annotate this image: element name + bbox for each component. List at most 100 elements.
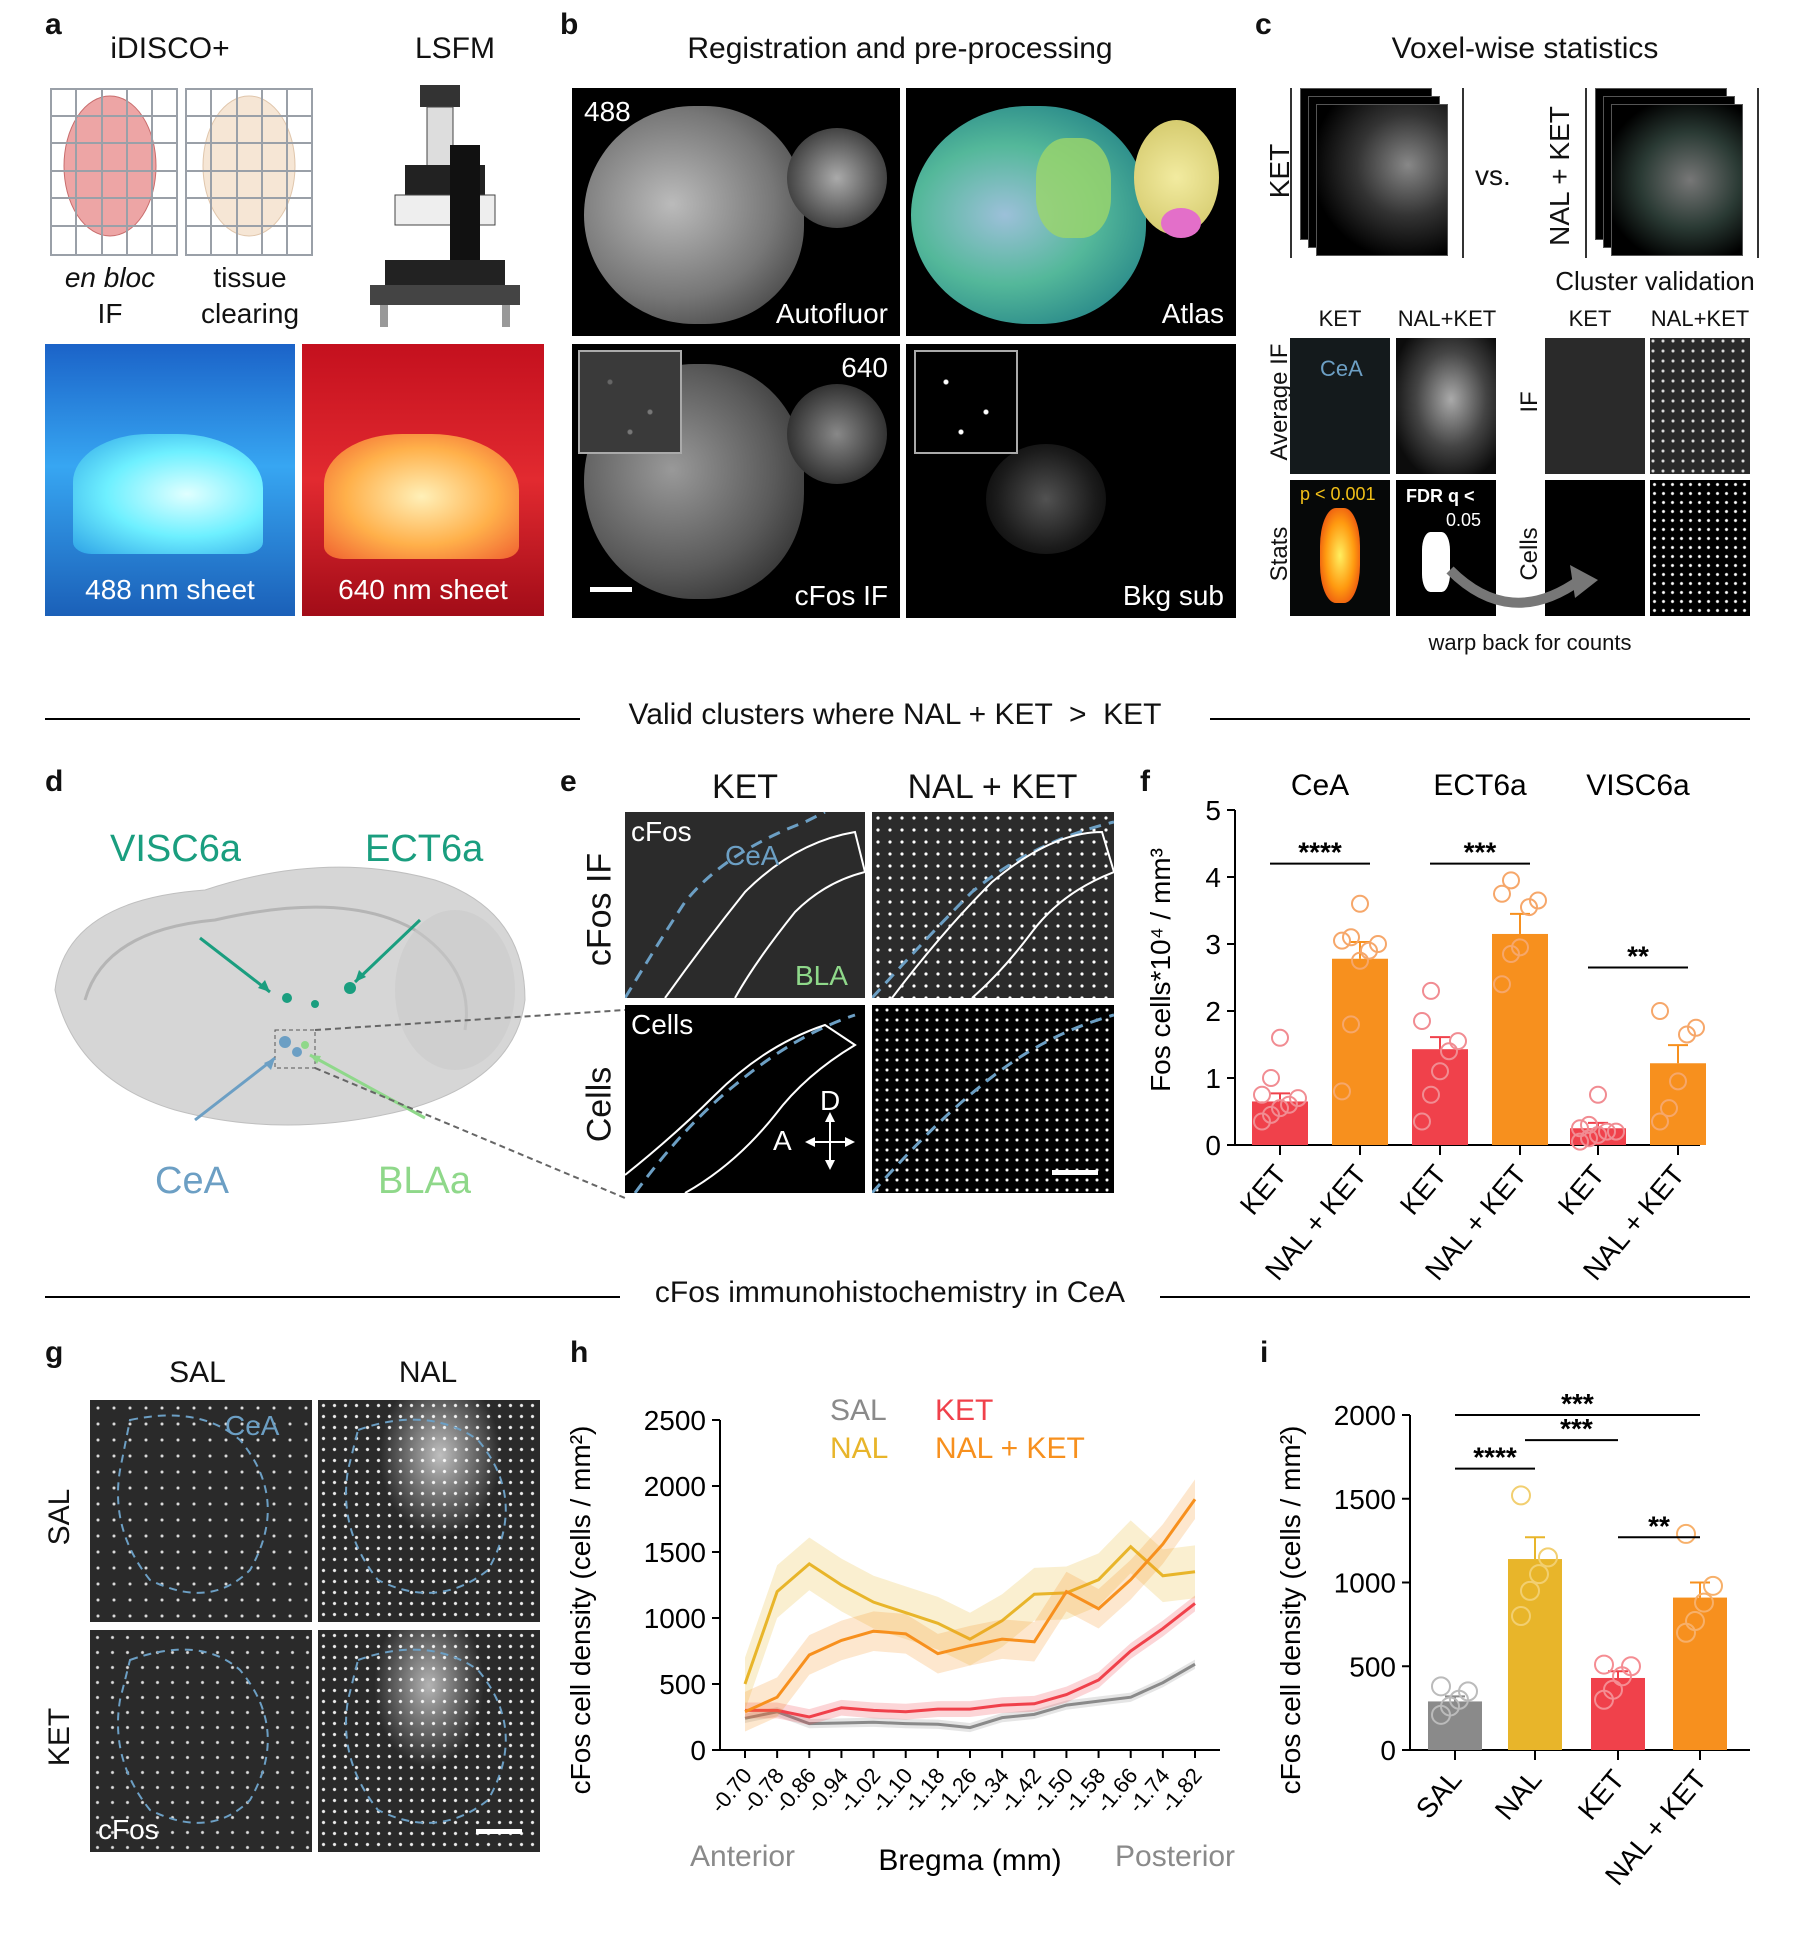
separator-title-2: cFos immunohistochemistry in CeA [620, 1276, 1160, 1310]
i-y-axis-label: cFos cell density (cells / mm²) [1275, 1426, 1306, 1795]
panel-letter-h: h [570, 1336, 589, 1369]
brain-3d-render [54, 866, 526, 1126]
warp-arrow [1446, 565, 1598, 608]
e-cells-ket: Cells D A [625, 1005, 865, 1193]
f-data-point [1440, 1042, 1458, 1061]
image-bkg-sub: Bkg sub [906, 344, 1236, 618]
panel-a-title-right: LSFM [414, 32, 495, 65]
separator-title-1: Valid clusters where NAL + KET > KET [580, 698, 1210, 732]
f-data-point [1511, 938, 1529, 957]
scale-bar [476, 1829, 522, 1834]
f-data-point [1651, 1002, 1669, 1020]
h-y-tick-label: 1500 [644, 1537, 706, 1568]
h-series-line [744, 1498, 1197, 1714]
f-y-tick-label: 0 [1205, 1130, 1221, 1161]
h-posterior-label: Posterior [1115, 1840, 1236, 1873]
panel-letter-b: b [560, 8, 579, 41]
f-data-point [1520, 898, 1538, 917]
f-group-label: ECT6a [1433, 770, 1527, 802]
panel-c-title: Voxel-wise statistics [1391, 32, 1659, 65]
f-significance-stars: **** [1298, 837, 1342, 868]
panel-letter-a: a [45, 8, 62, 41]
tissue-clearing-grid-diagram [185, 88, 313, 256]
h-anterior-label: Anterior [690, 1840, 796, 1873]
f-bar [1332, 958, 1388, 1145]
d-label-ect6a: ECT6a [365, 828, 484, 870]
i-data-point [1431, 1676, 1451, 1697]
f-data-point [1502, 945, 1520, 964]
f-data-point [1413, 1012, 1431, 1031]
c-cells-nalket [1650, 480, 1750, 616]
panel-letter-f: f [1140, 765, 1150, 798]
e-cells-label: Cells [631, 1009, 694, 1040]
c-cluster-validation: Cluster validation [1555, 266, 1755, 296]
compass-arrows-icon [805, 1112, 855, 1170]
f-data-point [1342, 928, 1360, 947]
f-x-tick-label: KET [1552, 1159, 1611, 1221]
i-data-point [1676, 1523, 1696, 1544]
f-data-point [1351, 894, 1369, 913]
g-ket-sal: cFos [90, 1630, 312, 1852]
f-data-point [1369, 935, 1387, 953]
f-data-point [1493, 975, 1511, 994]
f-data-point [1589, 1085, 1607, 1104]
g-row-ket: KET [43, 1707, 76, 1767]
clearing-caption-line1: tissue [213, 262, 287, 293]
image-488nm-label: 488 nm sheet [85, 574, 255, 605]
g-row-sal: SAL [43, 1488, 76, 1546]
scale-bar [1052, 1170, 1098, 1175]
i-significance-stars: **** [1473, 1442, 1517, 1473]
d-label-cea: CeA [155, 1160, 229, 1202]
e-cea-label: CeA [725, 840, 780, 871]
c-if-nalket [1650, 338, 1750, 474]
i-data-point [1694, 1592, 1714, 1613]
panel-letter-c: c [1255, 8, 1272, 41]
f-data-point [1253, 1112, 1271, 1131]
e-cells-nalket [872, 1005, 1114, 1193]
f-data-point [1333, 1082, 1351, 1101]
f-data-point [1271, 1028, 1289, 1047]
g-ket-nal [318, 1630, 540, 1852]
f-significance-stars: *** [1464, 837, 1497, 868]
e-bla-label: BLA [795, 960, 848, 991]
h-y-tick-label: 2500 [644, 1405, 706, 1436]
f-group-label: VISC6a [1586, 770, 1690, 802]
f-data-point [1669, 1072, 1687, 1091]
cfos-zoom-inset [578, 350, 682, 454]
h-y-axis-label: cFos cell density (cells / mm²) [570, 1426, 596, 1795]
e-row-cfos-if: cFos IF [580, 852, 619, 967]
h-legend-entry: NAL + KET [935, 1432, 1085, 1465]
c-ket-stack [1290, 88, 1464, 258]
f-data-point [1342, 1015, 1360, 1034]
i-data-point [1703, 1575, 1723, 1596]
f-y-tick-label: 4 [1205, 862, 1221, 893]
image-atlas: Atlas [906, 88, 1236, 336]
h-legend-entry: SAL [830, 1394, 887, 1427]
image-autofluor: 488 Autofluor [572, 88, 900, 336]
f-data-point [1529, 891, 1547, 910]
e-dir-a: A [773, 1125, 792, 1156]
f-data-point [1280, 1095, 1298, 1114]
i-data-point [1538, 1547, 1558, 1568]
h-x-axis-label: Bregma (mm) [878, 1844, 1061, 1877]
i-data-point [1511, 1485, 1531, 1506]
f-group-label: CeA [1291, 770, 1349, 802]
c-vs-label: vs. [1475, 160, 1511, 191]
f-data-point [1422, 1085, 1440, 1104]
f-data-point [1502, 871, 1520, 890]
h-series-line [745, 1602, 1196, 1719]
autofluor-label: Autofluor [775, 298, 888, 329]
f-data-point [1598, 1122, 1616, 1141]
g-cfos-label: cFos [98, 1814, 159, 1845]
chart-h-svg: 0 500 1000 1500 2000 2500 cFos cell density (c… [570, 1394, 1220, 1877]
g-sal-sal: CeA [90, 1400, 312, 1622]
scale-bar [590, 587, 632, 592]
f-data-point [1678, 1025, 1696, 1044]
i-significance-stars: *** [1561, 1388, 1594, 1419]
f-data-point [1413, 1112, 1431, 1131]
f-data-point [1289, 1089, 1307, 1108]
e-col-ket: KET [711, 768, 779, 806]
f-significance-stars: ** [1627, 940, 1649, 971]
i-y-tick-label: 500 [1349, 1651, 1396, 1682]
f-data-point [1360, 941, 1378, 960]
